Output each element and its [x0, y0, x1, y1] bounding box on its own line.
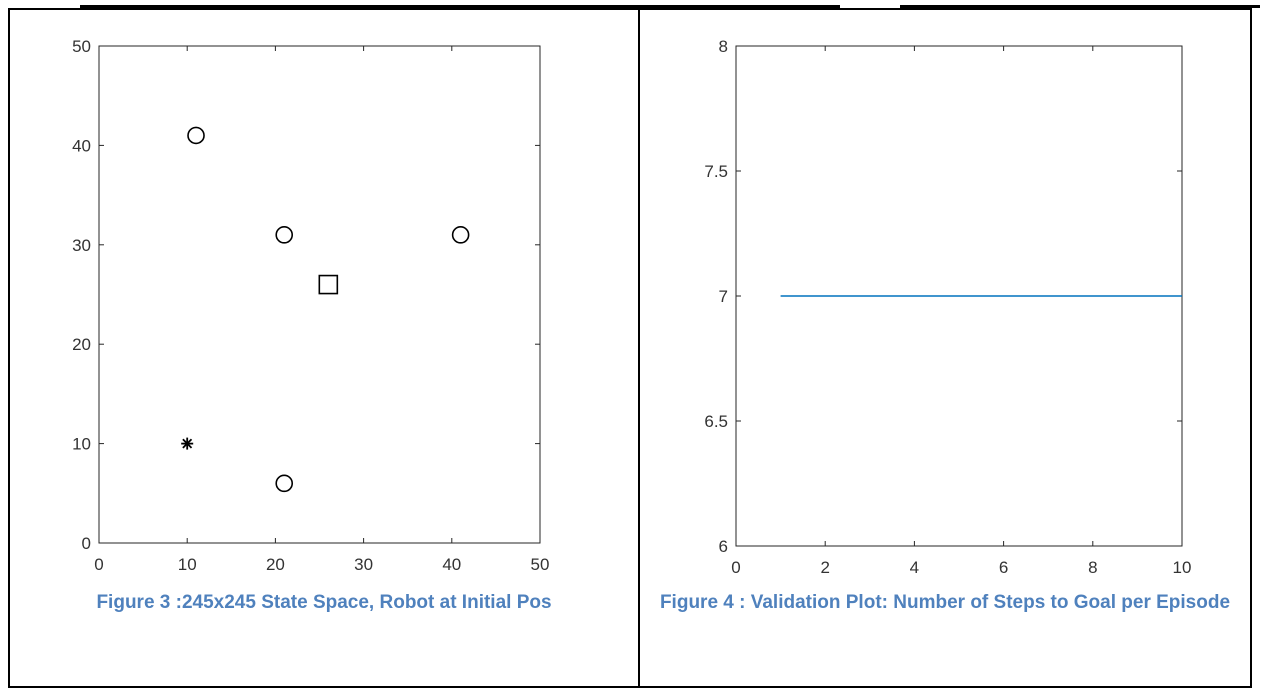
fig3-y-tick-label: 40 — [72, 136, 91, 155]
figure-3-caption: Figure 3 :245x245 State Space, Robot at … — [96, 592, 552, 613]
figure-3-plot: 0 10 20 30 40 50 0 10 20 30 40 50 — [72, 37, 550, 574]
fig4-x-tick-label: 4 — [910, 558, 919, 577]
fig4-y-tick-label: 7.5 — [704, 162, 728, 181]
fig3-circle-point — [187, 126, 205, 145]
fig4-x-tick-label: 6 — [999, 558, 1008, 577]
fig3-x-tick-label: 50 — [531, 555, 550, 574]
fig4-x-tick-label: 10 — [1173, 558, 1192, 577]
fig4-x-tick-label: 2 — [820, 558, 829, 577]
fig4-x-tick-label: 8 — [1088, 558, 1097, 577]
figure-4-panel: 0 2 4 6 8 10 6 6.5 7 7.5 8 Figure 4 : Validation P… — [640, 10, 1250, 686]
fig3-square-point — [318, 274, 339, 295]
fig3-x-tick-label: 10 — [178, 555, 197, 574]
top-edge — [0, 0, 1280, 8]
fig4-y-tick-label: 7 — [719, 287, 728, 306]
fig3-x-tick-label: 20 — [266, 555, 285, 574]
fig4-y-tick-label: 6 — [719, 537, 728, 556]
table-divider — [638, 8, 640, 688]
fig3-y-tick-label: 20 — [72, 335, 91, 354]
fig3-asterisk-point — [181, 437, 194, 450]
table-frame — [8, 8, 1252, 688]
fig3-y-tick-label: 0 — [82, 534, 91, 553]
fig3-x-tick-label: 40 — [442, 555, 461, 574]
fig4-y-tick-label: 6.5 — [704, 412, 728, 431]
fig3-y-tick-label: 10 — [72, 435, 91, 454]
fig3-circle-point — [275, 226, 294, 244]
fig3-y-tick-label: 30 — [72, 236, 91, 255]
fig3-asterisk-stroke — [182, 438, 193, 449]
figure-4-caption: Figure 4 : Validation Plot: Number of St… — [659, 592, 1231, 613]
figure-4-plot: 0 2 4 6 8 10 6 6.5 7 7.5 8 — [704, 37, 1192, 577]
fig3-y-tick-label: 50 — [72, 37, 91, 56]
fig4-y-tick-label: 8 — [719, 37, 728, 56]
figure-3-panel: 0 10 20 30 40 50 0 10 20 30 40 50 Figure 3 :245x245… — [10, 10, 638, 686]
fig3-x-tick-label: 0 — [94, 555, 103, 574]
fig3-x-tick-label: 30 — [354, 555, 373, 574]
fig4-x-tick-label: 0 — [731, 558, 740, 577]
fig3-circle-point — [275, 474, 294, 493]
fig3-circle-point — [451, 226, 470, 244]
fig3-axes-box — [98, 45, 541, 544]
